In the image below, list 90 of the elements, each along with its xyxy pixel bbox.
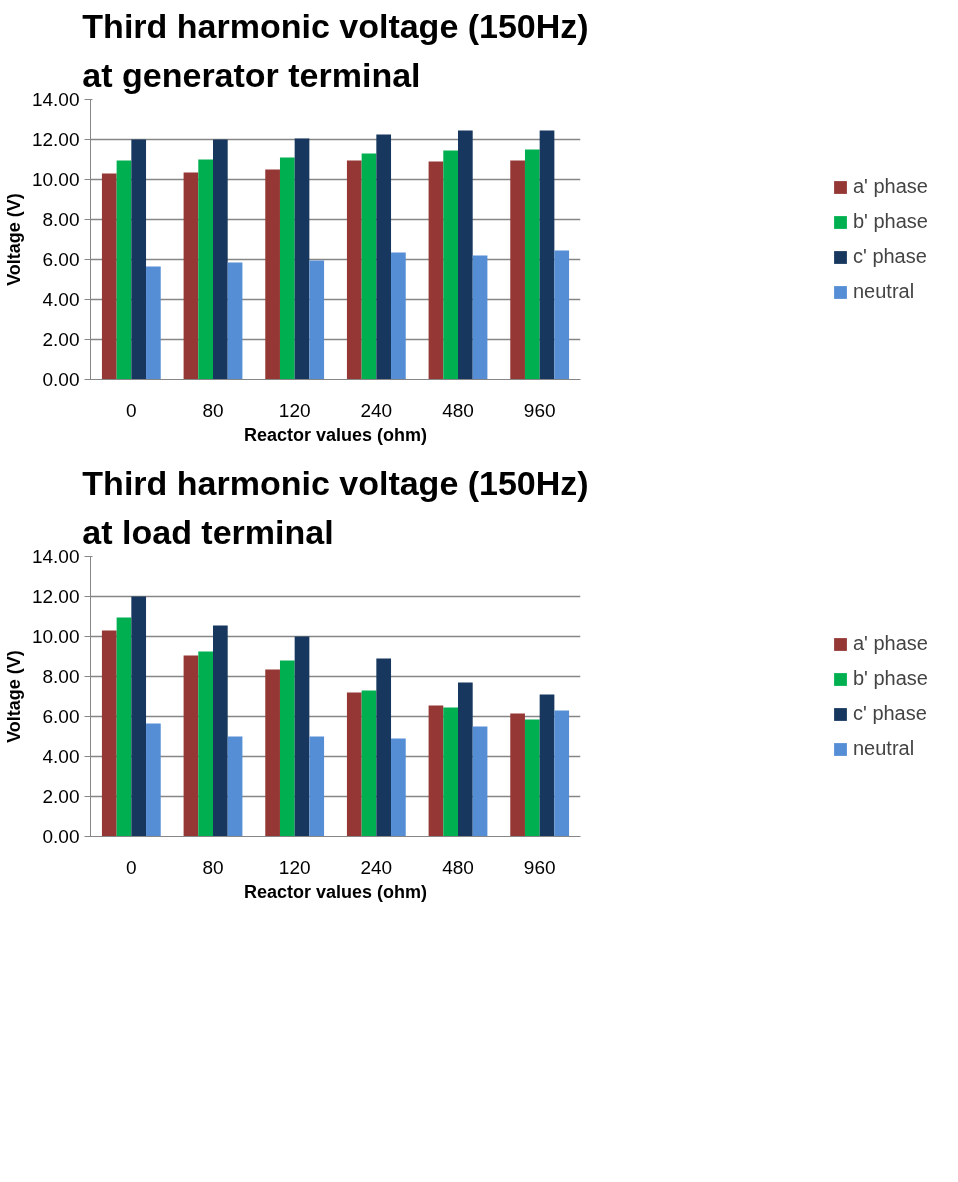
bar bbox=[146, 266, 161, 380]
bar bbox=[443, 150, 458, 380]
bar bbox=[361, 153, 377, 380]
bar bbox=[472, 726, 488, 837]
bar bbox=[227, 736, 243, 837]
bar bbox=[146, 723, 161, 837]
bar bbox=[428, 161, 444, 380]
bar bbox=[183, 655, 199, 837]
bar bbox=[309, 260, 325, 380]
x-tick-label: 120 bbox=[278, 399, 311, 421]
bar bbox=[554, 250, 570, 380]
bar bbox=[391, 738, 406, 837]
bar bbox=[265, 669, 280, 837]
bar bbox=[227, 262, 243, 380]
y-tick-label: 6.00 bbox=[42, 249, 80, 270]
bar bbox=[198, 159, 213, 380]
y-tick-label: 8.00 bbox=[42, 209, 80, 230]
bar bbox=[443, 707, 458, 837]
chart-title: Third harmonic voltage (150Hz) at generator terminal bbox=[82, 7, 589, 95]
bar bbox=[131, 139, 147, 380]
bar bbox=[116, 160, 132, 380]
y-tick-label: 4.00 bbox=[42, 289, 80, 310]
x-tick-label: 960 bbox=[523, 399, 556, 421]
x-tick-label: 480 bbox=[442, 399, 474, 421]
bar bbox=[524, 719, 540, 837]
legend-label: c' phase bbox=[853, 702, 927, 725]
y-tick-label: 12.00 bbox=[31, 586, 80, 607]
bar bbox=[458, 130, 473, 380]
bar bbox=[458, 682, 473, 837]
bar bbox=[101, 173, 117, 380]
bar bbox=[510, 713, 525, 837]
bar bbox=[391, 252, 406, 380]
bar bbox=[361, 690, 377, 837]
bar bbox=[213, 139, 228, 380]
y-tick-label: 2.00 bbox=[42, 786, 80, 807]
legend-label: a' phase bbox=[853, 632, 928, 655]
x-axis-title: Reactor values (ohm) bbox=[243, 881, 428, 902]
bar bbox=[116, 617, 132, 837]
y-tick-label: 12.00 bbox=[31, 129, 80, 150]
legend-label: a' phase bbox=[853, 175, 928, 198]
x-tick-label: 120 bbox=[278, 856, 311, 878]
x-tick-label: 80 bbox=[202, 399, 224, 421]
bar bbox=[428, 705, 444, 837]
bar bbox=[376, 134, 392, 380]
y-axis-title: Voltage (V) bbox=[3, 650, 24, 743]
bar bbox=[309, 736, 325, 837]
x-tick-label: 240 bbox=[360, 399, 393, 421]
y-tick-label: 14.00 bbox=[31, 89, 80, 110]
legend-label: b' phase bbox=[853, 667, 928, 690]
y-tick-label: 8.00 bbox=[42, 666, 80, 687]
y-tick-label: 14.00 bbox=[31, 546, 80, 567]
bar bbox=[539, 694, 555, 837]
bar bbox=[101, 630, 117, 837]
chart-title: Third harmonic voltage (150Hz) at load terminal bbox=[82, 464, 589, 552]
x-tick-label: 960 bbox=[523, 856, 556, 878]
bar bbox=[183, 172, 199, 380]
y-axis-title: Voltage (V) bbox=[3, 193, 24, 286]
legend-label: b' phase bbox=[853, 210, 928, 233]
x-axis-title: Reactor values (ohm) bbox=[243, 424, 428, 445]
bar bbox=[554, 710, 570, 837]
bar bbox=[131, 596, 147, 837]
y-tick-label: 0.00 bbox=[42, 826, 80, 847]
bar bbox=[294, 636, 310, 837]
bar bbox=[346, 692, 362, 837]
bar bbox=[346, 160, 362, 380]
y-tick-label: 10.00 bbox=[31, 626, 80, 647]
bar bbox=[524, 149, 540, 380]
x-tick-label: 0 bbox=[126, 399, 137, 421]
bar bbox=[472, 255, 488, 380]
legend-label: neutral bbox=[853, 280, 915, 303]
bar bbox=[198, 651, 213, 837]
x-tick-label: 0 bbox=[126, 856, 137, 878]
y-tick-label: 10.00 bbox=[31, 169, 80, 190]
y-tick-label: 4.00 bbox=[42, 746, 80, 767]
bar bbox=[279, 157, 295, 380]
y-tick-label: 0.00 bbox=[42, 369, 80, 390]
legend-label: c' phase bbox=[853, 245, 927, 268]
y-tick-label: 2.00 bbox=[42, 329, 80, 350]
x-tick-label: 240 bbox=[360, 856, 393, 878]
bar bbox=[539, 130, 555, 380]
y-tick-label: 6.00 bbox=[42, 706, 80, 727]
bar bbox=[279, 660, 295, 837]
bar bbox=[265, 169, 280, 380]
bar bbox=[213, 625, 228, 837]
bar bbox=[376, 658, 392, 837]
bar bbox=[510, 160, 525, 380]
x-tick-label: 80 bbox=[202, 856, 224, 878]
bar bbox=[294, 138, 310, 380]
x-tick-label: 480 bbox=[442, 856, 474, 878]
legend-label: neutral bbox=[853, 737, 915, 760]
